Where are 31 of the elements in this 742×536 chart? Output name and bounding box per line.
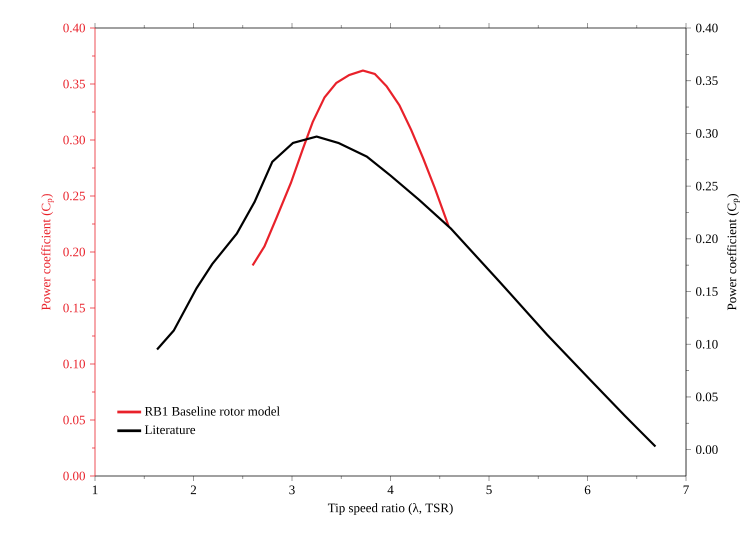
x-tick-label: 6 — [584, 486, 590, 494]
y2-tick-label: 0.10 — [696, 340, 718, 349]
y2-tick-label: 0.35 — [696, 76, 718, 86]
y2-tick-label: 0.25 — [696, 182, 718, 191]
y-tick-label: 0.05 — [63, 416, 85, 424]
y2-tick-label: 0.15 — [696, 287, 718, 296]
y-tick-label: 0.00 — [63, 472, 85, 480]
y-tick-label: 0.20 — [63, 248, 85, 256]
line-series — [252, 69, 450, 267]
y2-axis-title: Power coefficient (C$_{p}$) — [727, 194, 740, 310]
y2-tick-label: 0.30 — [696, 129, 718, 138]
x-axis-title: Tip speed ratio (λ, TSR) — [328, 503, 453, 515]
y-tick-label: 0.15 — [63, 304, 85, 312]
legend-label: RB1 Baseline rotor model — [144, 406, 280, 416]
x-tick-label: 4 — [388, 486, 394, 494]
y-tick-label: 0.10 — [63, 360, 85, 368]
x-tick-label: 3 — [289, 486, 295, 494]
y-tick-label: 0.35 — [63, 80, 85, 88]
y-tick-label: 0.40 — [63, 24, 85, 32]
y-axis-title: Power coefficient (C$_{p}$) — [41, 194, 54, 310]
y2-tick-label: 0.00 — [696, 445, 718, 454]
x-tick-label: 5 — [486, 486, 492, 494]
y2-tick-label: 0.05 — [696, 392, 718, 402]
y2-tick-label: 0.20 — [696, 234, 718, 244]
y-tick-label: 0.30 — [63, 136, 85, 144]
y-tick-label: 0.25 — [63, 192, 85, 200]
x-tick-label: 1 — [92, 486, 98, 494]
y2-tick-label: 0.40 — [696, 24, 718, 32]
legend-label: Literature — [144, 425, 196, 434]
x-tick-label: 2 — [190, 486, 196, 494]
x-tick-label: 7 — [684, 486, 689, 494]
